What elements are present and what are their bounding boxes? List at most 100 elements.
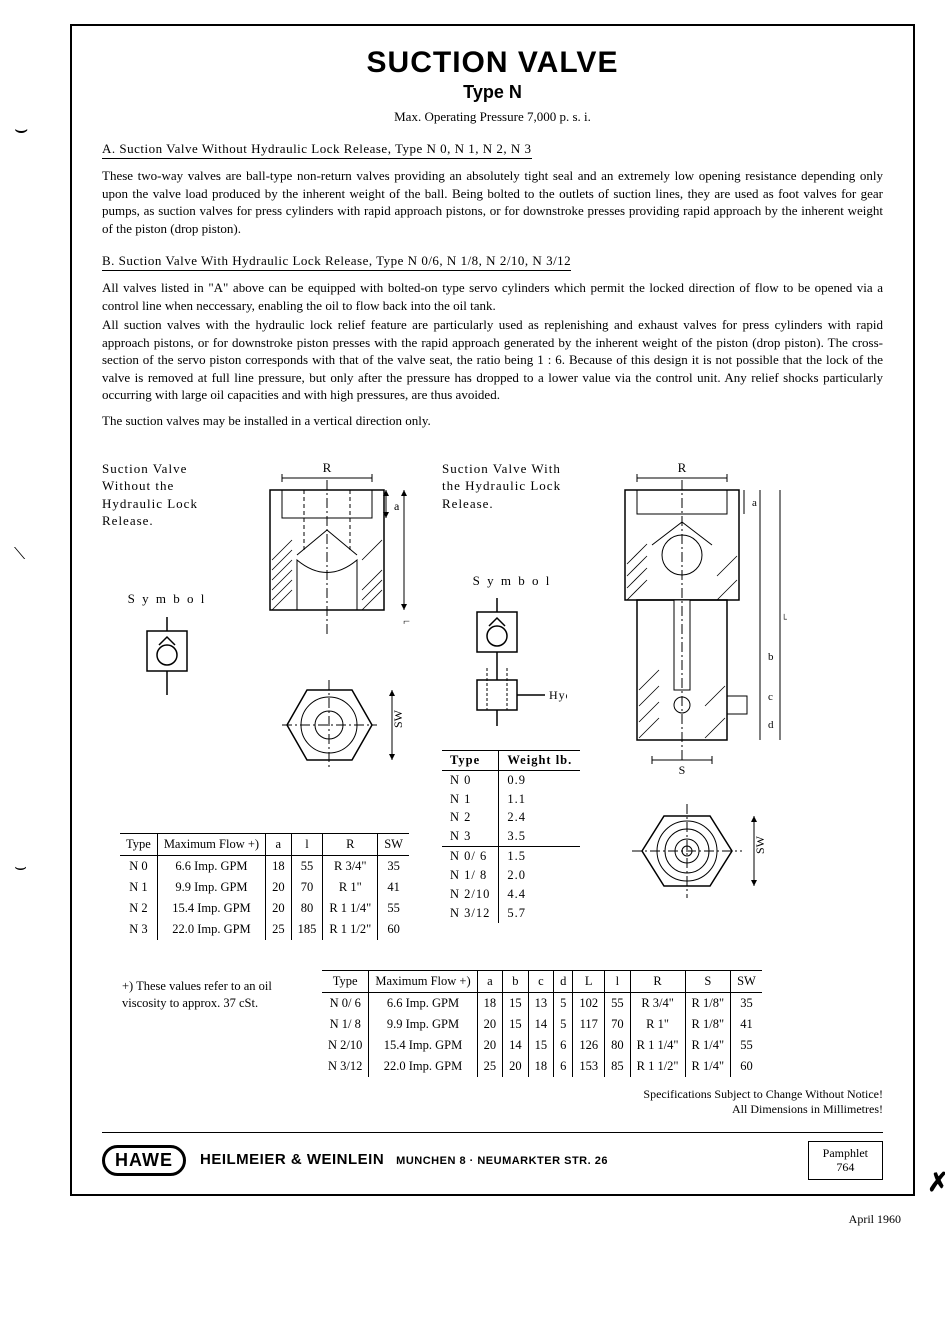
diagram-left-cross-section: R: [242, 460, 412, 780]
table-cell: 153: [573, 1056, 605, 1077]
pamphlet-number: 764: [823, 1160, 868, 1174]
table-cell: 4.4: [499, 885, 580, 904]
table-cell: 18: [477, 992, 503, 1014]
table-cell: 15: [503, 1014, 529, 1035]
table-cell: 25: [266, 919, 292, 940]
table-cell: 22.0 Imp. GPM: [157, 919, 265, 940]
document-title: SUCTION VALVE: [102, 46, 883, 80]
table-cell: N 3: [442, 827, 499, 846]
table-cell: R 1/4": [685, 1035, 731, 1056]
table-cell: 102: [573, 992, 605, 1014]
table-cell: R 1 1/2": [323, 919, 378, 940]
table-cell: N 2: [442, 808, 499, 827]
table-cell: N 3: [120, 919, 157, 940]
table-cell: 6.6 Imp. GPM: [369, 992, 477, 1014]
table-cell: 70: [291, 877, 323, 898]
table-cell: R 1": [630, 1014, 685, 1035]
table-cell: R 1 1/4": [323, 898, 378, 919]
table-cell: 55: [378, 898, 409, 919]
table-cell: 117: [573, 1014, 605, 1035]
table-cell: N 2/10: [322, 1035, 369, 1056]
table-cell: N 0/ 6: [322, 992, 369, 1014]
table-cell: 15.4 Imp. GPM: [157, 898, 265, 919]
table-cell: 13: [528, 992, 554, 1014]
section-b-paragraph-1: All valves listed in "A" above can be eq…: [102, 279, 883, 314]
table-cell: 126: [573, 1035, 605, 1056]
table-cell: R 3/4": [323, 855, 378, 877]
diagram-right-caption: Suction Valve With the Hydraulic Lock Re…: [442, 460, 582, 513]
table-header: a: [266, 833, 292, 855]
section-b-paragraph-2: All suction valves with the hydraulic lo…: [102, 316, 883, 404]
diagram-right-labels: Suction Valve With the Hydraulic Lock Re…: [442, 460, 582, 923]
table-cell: N 1/ 8: [322, 1014, 369, 1035]
lower-block: +) These values refer to an oil viscosit…: [102, 970, 883, 1118]
section-b-heading: B. Suction Valve With Hydraulic Lock Rel…: [102, 253, 571, 271]
scan-artifact: ⟍: [14, 546, 25, 564]
dim-label: SW: [391, 709, 405, 728]
dim-label: R: [323, 460, 332, 475]
spec-notice: Specifications Subject to Change Without…: [322, 1087, 883, 1118]
table-cell: N 0/ 6: [442, 847, 499, 866]
table-cell: 5: [554, 992, 573, 1014]
table-cell: 5: [554, 1014, 573, 1035]
svg-text:⌐: ⌐: [777, 613, 791, 620]
dim-label: S: [679, 763, 686, 777]
spec-table-small: TypeMaximum Flow +)alRSWN 06.6 Imp. GPM1…: [120, 833, 409, 940]
table-cell: 15: [503, 992, 529, 1014]
table-cell: 55: [291, 855, 323, 877]
table-cell: 1.5: [499, 847, 580, 866]
dim-label: d: [768, 719, 774, 731]
scan-artifact: ⌣: [14, 116, 28, 142]
footer-address: MUNCHEN 8 · NEUMARKTER STR. 26: [396, 1155, 608, 1167]
dim-label: b: [768, 651, 774, 663]
table-header: l: [605, 970, 631, 992]
table-cell: 18: [528, 1056, 554, 1077]
table-cell: 41: [378, 877, 409, 898]
table-cell: 5.7: [499, 904, 580, 923]
table-cell: N 1: [442, 790, 499, 809]
table-header: SW: [378, 833, 409, 855]
table-cell: R 1/8": [685, 1014, 731, 1035]
dim-label: R: [678, 460, 687, 475]
dim-label: c: [768, 691, 773, 703]
table-cell: 41: [731, 1014, 762, 1035]
table-cell: 2.4: [499, 808, 580, 827]
scan-artifact: ✗: [927, 1167, 945, 1198]
table-cell: N 1/ 8: [442, 866, 499, 885]
table-header: l: [291, 833, 323, 855]
table-cell: R 1/4": [685, 1056, 731, 1077]
table-header: b: [503, 970, 529, 992]
table-header: Weight lb.: [499, 750, 580, 770]
table-cell: 15.4 Imp. GPM: [369, 1035, 477, 1056]
table-header: Maximum Flow +): [157, 833, 265, 855]
diagram-right-cross-section: R: [592, 460, 792, 906]
table-cell: R 1/8": [685, 992, 731, 1014]
table-cell: 6: [554, 1056, 573, 1077]
table-header: a: [477, 970, 503, 992]
svg-text:⌐: ⌐: [403, 614, 410, 628]
table-cell: N 1: [120, 877, 157, 898]
table-cell: 60: [731, 1056, 762, 1077]
table-cell: 20: [503, 1056, 529, 1077]
section-a-paragraph: These two-way valves are ball-type non-r…: [102, 167, 883, 237]
page-date: April 1960: [0, 1212, 901, 1227]
table-cell: 55: [731, 1035, 762, 1056]
diagram-left-caption: Suction Valve Without the Hydraulic Lock…: [102, 460, 232, 530]
table-cell: N 2/10: [442, 885, 499, 904]
table-header: Type: [120, 833, 157, 855]
table-header: Maximum Flow +): [369, 970, 477, 992]
table-cell: 20: [266, 898, 292, 919]
table-cell: 185: [291, 919, 323, 940]
table-header: S: [685, 970, 731, 992]
table-cell: N 0: [120, 855, 157, 877]
table-cell: 6.6 Imp. GPM: [157, 855, 265, 877]
table-cell: 22.0 Imp. GPM: [369, 1056, 477, 1077]
table-cell: N 3/12: [322, 1056, 369, 1077]
dim-label: a: [394, 499, 400, 513]
symbol-label-right: S y m b o l: [442, 572, 582, 590]
table-header: L: [573, 970, 605, 992]
table-cell: R 1 1/2": [630, 1056, 685, 1077]
footer-pamphlet: Pamphlet 764: [808, 1141, 883, 1180]
dim-label: SW: [753, 835, 767, 854]
table-cell: 3.5: [499, 827, 580, 846]
